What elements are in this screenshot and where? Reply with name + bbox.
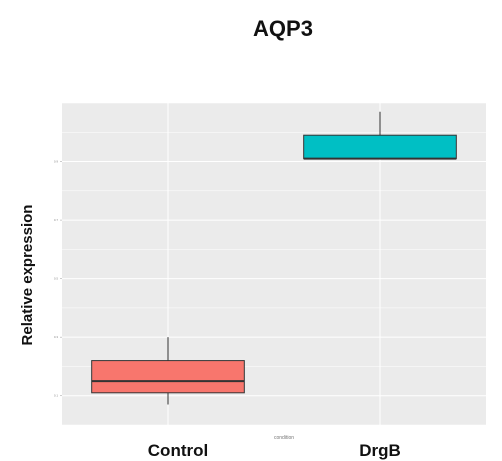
- x-tick-label: Control: [148, 441, 208, 460]
- chart-title: AQP3: [253, 16, 313, 41]
- y-axis-label: Relative expression: [19, 205, 36, 346]
- y-tick-label: 0.5: [54, 277, 59, 281]
- y-tick-label: 0.9: [54, 160, 59, 164]
- box-drgb: [303, 111, 457, 160]
- x-tick-label: DrgB: [359, 441, 401, 460]
- y-axis-ticks: 0.1 0.3 0.5 0.7 0.9: [54, 160, 62, 398]
- y-tick-label: 0.7: [54, 218, 59, 222]
- y-tick-label: 0.3: [54, 335, 59, 339]
- x-axis-label: condition: [274, 435, 294, 441]
- box-iqr: [303, 134, 457, 160]
- box-control: [91, 337, 245, 405]
- boxes: [91, 111, 457, 405]
- x-axis-ticks: Control DrgB: [148, 441, 401, 460]
- y-tick-label: 0.1: [54, 394, 59, 398]
- box-iqr: [91, 360, 245, 394]
